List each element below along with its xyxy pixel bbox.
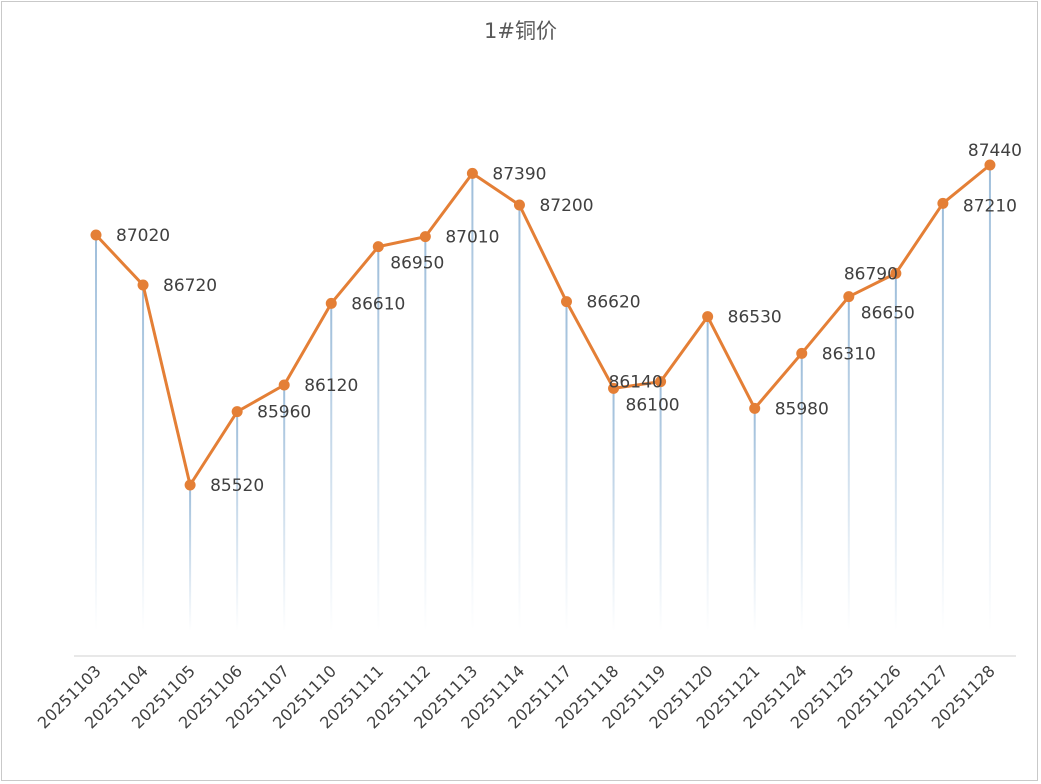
chart-title: 1#铜价 bbox=[484, 19, 557, 43]
data-label: 87020 bbox=[116, 226, 170, 246]
data-label: 87440 bbox=[968, 141, 1022, 161]
data-point[interactable] bbox=[749, 402, 761, 414]
drop-line bbox=[565, 301, 568, 631]
drop-line bbox=[800, 353, 803, 631]
data-point[interactable] bbox=[231, 406, 243, 418]
data-label: 86120 bbox=[304, 376, 358, 396]
data-point[interactable] bbox=[513, 199, 525, 211]
drop-line bbox=[424, 236, 427, 631]
data-label: 87390 bbox=[492, 164, 546, 184]
data-label: 87010 bbox=[445, 228, 499, 248]
drop-line bbox=[847, 296, 850, 631]
data-point[interactable] bbox=[419, 231, 431, 243]
data-label: 86790 bbox=[844, 264, 898, 284]
data-label: 86100 bbox=[626, 395, 680, 415]
data-point[interactable] bbox=[561, 296, 572, 308]
drop-line bbox=[612, 388, 615, 631]
data-point[interactable] bbox=[796, 347, 808, 359]
data-label: 86950 bbox=[390, 254, 444, 274]
data-point[interactable] bbox=[137, 279, 149, 291]
data-label: 86650 bbox=[861, 304, 915, 324]
data-point[interactable] bbox=[655, 376, 667, 388]
data-point[interactable] bbox=[325, 297, 337, 309]
data-point[interactable] bbox=[372, 241, 384, 253]
drop-line bbox=[894, 273, 897, 631]
data-point[interactable] bbox=[702, 311, 714, 323]
data-label: 85520 bbox=[210, 476, 264, 496]
data-point[interactable] bbox=[890, 267, 902, 279]
drop-line bbox=[706, 316, 709, 631]
drop-line bbox=[189, 485, 192, 631]
drop-line bbox=[283, 385, 286, 631]
data-label: 86530 bbox=[728, 308, 782, 328]
data-label: 86140 bbox=[609, 373, 663, 393]
data-label: 87200 bbox=[539, 196, 593, 216]
series-line bbox=[94, 163, 991, 487]
drop-line bbox=[236, 411, 239, 631]
data-label: 86720 bbox=[163, 276, 217, 296]
data-point[interactable] bbox=[278, 379, 290, 391]
drop-line bbox=[142, 285, 145, 631]
data-point[interactable] bbox=[984, 159, 996, 171]
data-point[interactable] bbox=[843, 291, 855, 303]
data-label: 85960 bbox=[257, 403, 311, 423]
data-label: 85980 bbox=[775, 399, 829, 419]
data-point[interactable] bbox=[90, 229, 102, 241]
data-point[interactable] bbox=[466, 167, 478, 179]
drop-line bbox=[95, 235, 97, 631]
drop-line bbox=[659, 381, 662, 631]
data-label: 86310 bbox=[822, 344, 876, 364]
data-point[interactable] bbox=[608, 382, 620, 394]
drop-line bbox=[330, 303, 333, 631]
drop-line bbox=[471, 173, 474, 632]
data-point[interactable] bbox=[937, 197, 949, 209]
drop-line bbox=[753, 408, 756, 631]
data-label: 86610 bbox=[351, 294, 405, 314]
drop-line bbox=[377, 246, 380, 631]
data-label: 87210 bbox=[963, 196, 1017, 216]
drop-line bbox=[988, 165, 991, 631]
drop-line bbox=[518, 205, 521, 631]
drop-line bbox=[941, 203, 944, 632]
data-point[interactable] bbox=[184, 479, 196, 491]
data-label: 86620 bbox=[587, 293, 641, 313]
